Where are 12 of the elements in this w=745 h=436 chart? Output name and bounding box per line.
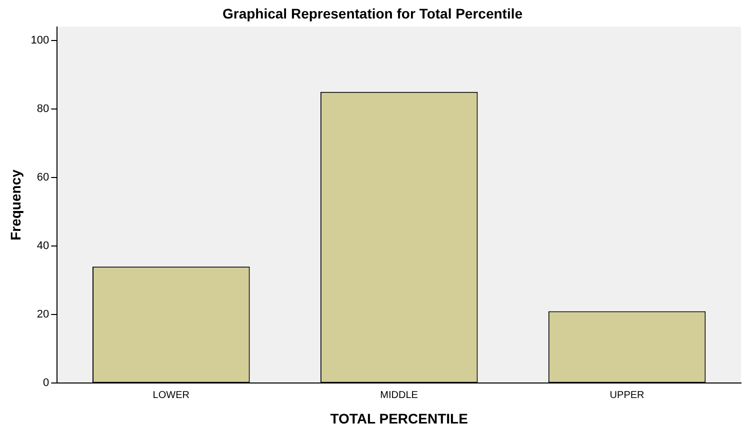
y-tick-label: 20: [36, 308, 50, 321]
y-tick-label: 40: [36, 240, 50, 252]
x-tick-label: UPPER: [610, 390, 644, 401]
y-axis-title: Frequency: [7, 169, 24, 240]
y-tick-label: 0: [43, 377, 50, 390]
chart-title: Graphical Representation for Total Percentile: [222, 5, 523, 22]
x-axis-title: TOTAL PERCENTILE: [330, 410, 468, 426]
y-tick-label: 60: [36, 172, 50, 184]
y-tick-label: 100: [30, 34, 50, 47]
x-tick-label: MIDDLE: [380, 390, 418, 401]
x-tick-label: LOWER: [152, 390, 190, 401]
y-tick-label: 80: [36, 103, 50, 116]
